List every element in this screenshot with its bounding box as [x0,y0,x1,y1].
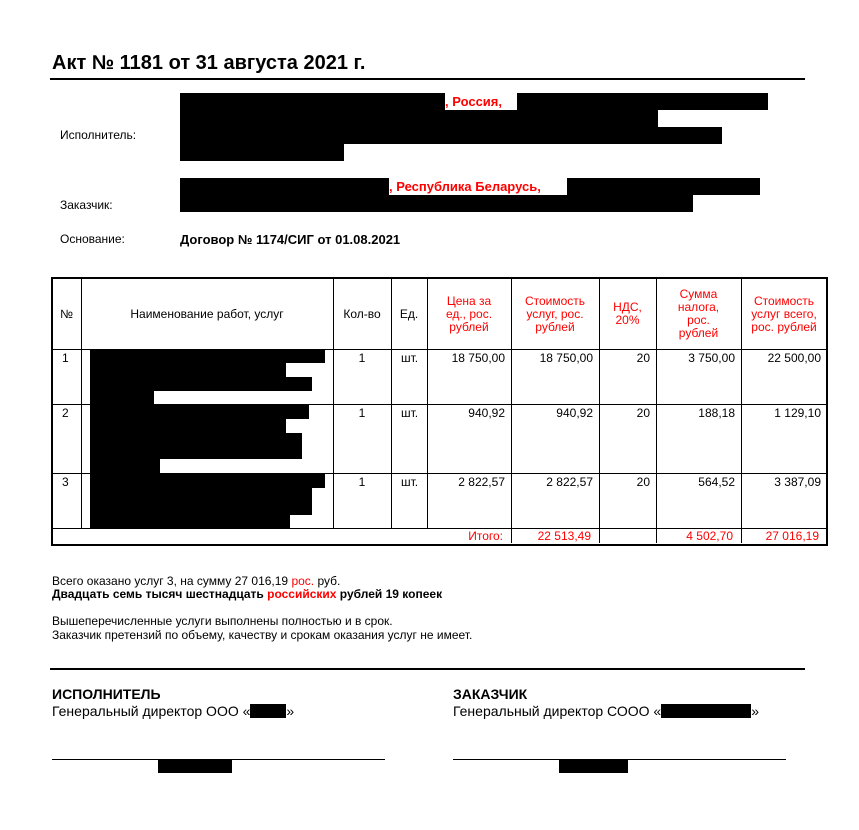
cell-tax: 188,18 [698,406,735,420]
redacted-block [559,760,628,773]
table-border [51,277,828,546]
header-unit: Ед. [399,306,419,321]
summary-line-1: Всего оказано услуг 3, на сумму 27 016,1… [52,574,341,588]
customer-country: , Республика Беларусь, [389,179,541,194]
cell-total: 22 500,00 [767,351,821,365]
executor-sign-title: ИСПОЛНИТЕЛЬ [52,686,161,702]
totals-tax: 4 502,70 [686,529,733,543]
redacted-block [158,760,232,773]
cell-cost: 940,92 [556,406,593,420]
redacted-block [517,93,768,110]
totals-cost: 22 513,49 [537,529,591,543]
customer-sign-title: ЗАКАЗЧИК [453,686,528,702]
totals-total: 27 016,19 [765,529,819,543]
redacted-block [180,195,693,212]
executor-label: Исполнитель: [60,128,137,142]
header-name: Наименование работ, услуг [130,306,284,321]
header-number: № [60,306,73,321]
header-tax: Сумма налога, рос. рублей [677,287,720,340]
document-title: Акт № 1181 от 31 августа 2021 г. [52,52,366,74]
cell-vat: 20 [636,475,650,489]
cell-price: 18 750,00 [451,351,505,365]
cell-n: 2 [62,406,69,420]
cell-unit: шт. [401,406,419,420]
basis-label: Основание: [60,232,125,246]
redacted-block [180,93,445,110]
cell-tax: 3 750,00 [688,351,735,365]
summary-line-2: Двадцать семь тысяч шестнадцать российск… [52,587,443,601]
executor-position: Генеральный директор ООО «» [52,703,295,719]
header-qty: Кол-во [343,306,381,321]
executor-country: , Россия, [445,94,502,109]
cell-price: 940,92 [468,406,505,420]
cell-cost: 18 750,00 [539,351,593,365]
redacted-block [180,127,722,144]
header-vat: НДС, 20% [613,300,642,327]
redacted-block [180,144,344,161]
header-price: Цена за ед., рос. рублей [445,293,493,334]
signature-divider [50,668,805,670]
note-2: Заказчик претензий по объему, качеству и… [52,628,473,642]
cell-vat: 20 [636,406,650,420]
note-1: Вышеперечисленные услуги выполнены полно… [52,614,393,628]
cell-price: 2 822,57 [458,475,505,489]
cell-total: 3 387,09 [774,475,821,489]
cell-qty: 1 [358,351,366,365]
cell-n: 3 [62,475,69,489]
cell-cost: 2 822,57 [546,475,593,489]
customer-label: Заказчик: [60,198,113,212]
title-divider [50,78,805,80]
redacted-block [567,178,760,195]
cell-vat: 20 [636,351,650,365]
cell-n: 1 [62,351,69,365]
cell-tax: 564,52 [698,475,735,489]
totals-label: Итого: [468,529,503,543]
header-total: Стоимость услуг всего, рос. рублей [751,293,817,334]
cell-unit: шт. [401,351,419,365]
cell-unit: шт. [401,475,419,489]
header-cost: Стоимость услуг, рос. рублей [524,293,586,334]
cell-total: 1 129,10 [774,406,821,420]
executor-signature-line [52,759,385,760]
cell-qty: 1 [358,475,366,489]
redacted-block [180,110,658,127]
customer-position: Генеральный директор СООО «» [453,703,759,719]
cell-qty: 1 [358,406,366,420]
redacted-block [180,178,389,195]
customer-signature-line [453,759,786,760]
basis-value: Договор № 1174/СИГ от 01.08.2021 [180,232,401,247]
